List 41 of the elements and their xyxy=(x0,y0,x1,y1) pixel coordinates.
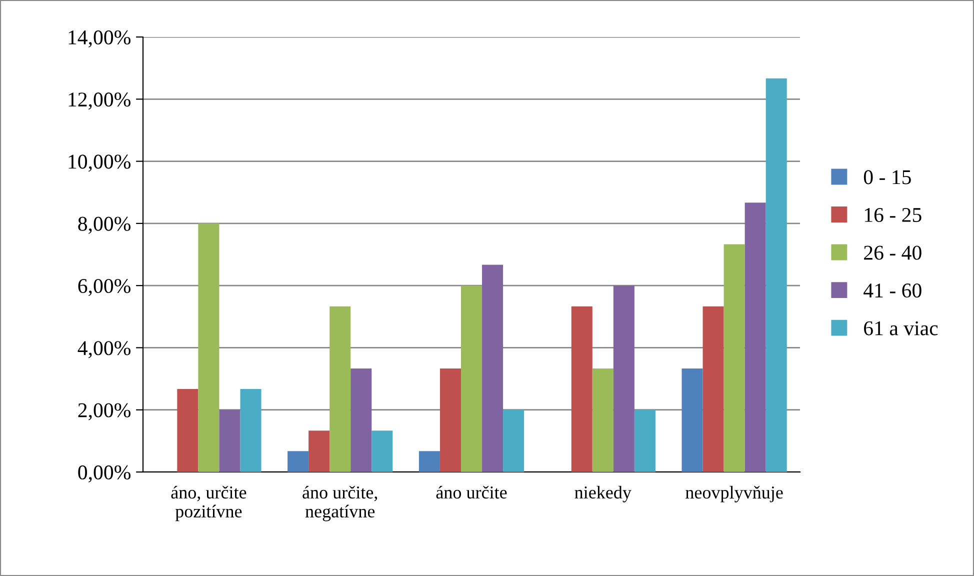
bar xyxy=(219,410,240,472)
x-tick-label: neovplyvňuje xyxy=(686,486,783,502)
bar xyxy=(372,430,393,472)
bar xyxy=(613,286,634,472)
bar xyxy=(702,306,724,472)
legend-label: 41 - 60 xyxy=(864,283,922,298)
y-tick-label: 10,00% xyxy=(68,154,130,172)
y-tick-label: 8,00% xyxy=(78,216,130,234)
legend-label: 16 - 25 xyxy=(864,208,922,222)
bar xyxy=(240,389,262,472)
x-tick-label: niekedy xyxy=(574,486,632,502)
y-tick-label: 12,00% xyxy=(68,92,130,110)
bar xyxy=(418,451,440,472)
bar xyxy=(288,451,309,472)
legend-label: 61 a viac xyxy=(864,321,938,336)
bar xyxy=(482,264,504,472)
bar xyxy=(744,202,766,472)
legend-label: 0 - 15 xyxy=(864,170,911,184)
x-tick-label: áno určite, negatívne xyxy=(302,486,378,522)
bar xyxy=(330,306,351,472)
bar xyxy=(571,306,592,472)
bar xyxy=(503,410,524,472)
bar xyxy=(198,223,220,472)
x-tick-label: áno, určite pozitívne xyxy=(171,486,246,522)
bar xyxy=(177,389,198,472)
bar xyxy=(350,368,372,472)
bar xyxy=(682,368,703,472)
y-tick-label: 4,00% xyxy=(78,341,130,358)
y-tick-label: 14,00% xyxy=(68,30,130,48)
y-tick-label: 6,00% xyxy=(78,278,130,296)
x-tick-label: áno určite xyxy=(436,486,507,499)
legend-label: 26 - 40 xyxy=(864,246,922,260)
bar xyxy=(766,78,787,472)
bar xyxy=(308,430,330,472)
bar xyxy=(440,368,461,472)
y-tick-label: 2,00% xyxy=(78,403,130,420)
bar xyxy=(634,410,656,472)
bar xyxy=(460,286,482,472)
bar xyxy=(724,244,745,472)
bar xyxy=(592,368,614,472)
y-tick-label: 0,00% xyxy=(78,465,130,482)
